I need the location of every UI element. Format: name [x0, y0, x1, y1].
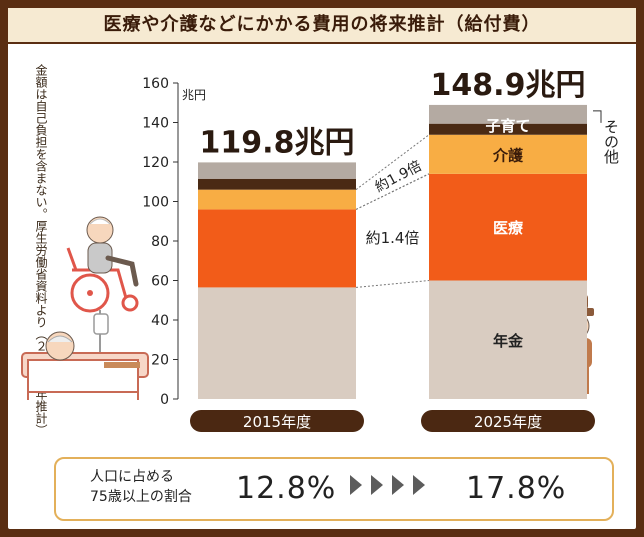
bar-segment-care	[198, 189, 356, 210]
bar-segment-childcare	[429, 123, 587, 135]
category-label: 2015年度	[243, 413, 311, 431]
total-label: 148.9兆円	[431, 68, 586, 103]
bar-segment-pension	[198, 287, 356, 399]
age-ratio-2015: 12.8%	[236, 471, 337, 506]
y-tick-label: 120	[142, 155, 169, 171]
y-unit-label: 兆円	[182, 88, 206, 102]
category-label: 2025年度	[474, 413, 542, 431]
bar-segment-care	[429, 134, 587, 174]
panel: 医療や介護などにかかる費用の将来推計（給付費） 金額は自己負担を含まない。厚生労…	[8, 8, 636, 529]
age-ratio-label-line1: 人口に占める	[90, 469, 174, 485]
y-tick-label: 160	[142, 76, 169, 92]
total-label: 119.8兆円	[200, 125, 355, 160]
title-rule	[8, 42, 636, 44]
arrow-right-icon	[392, 475, 404, 495]
arrows	[350, 475, 434, 499]
axis-group: 0 20 40 60 80 100 120 140 160 兆円	[142, 76, 206, 408]
y-tick-label: 60	[151, 274, 169, 290]
bar-segment-other	[429, 104, 587, 124]
age-ratio-label: 人口に占める 75歳以上の割合	[90, 467, 192, 507]
arrow-right-icon	[413, 475, 425, 495]
growth-connectors	[355, 134, 430, 288]
bar-segment-other	[198, 162, 356, 179]
age-ratio-box: 人口に占める 75歳以上の割合 12.8% 17.8%	[54, 457, 614, 521]
segment-label-childcare: 子育て	[485, 117, 530, 135]
growth-label-medical: 約1.4倍	[366, 229, 420, 247]
segment-label-pension: 年金	[493, 332, 524, 350]
category-pill	[190, 410, 364, 432]
bar-segment-medical	[429, 173, 587, 281]
wheelchair-elderly-icon	[66, 216, 139, 313]
growth-connector-line	[355, 280, 430, 288]
category-pill	[421, 410, 595, 432]
growth-label-care: 約1.9倍	[373, 158, 425, 196]
chart-title: 医療や介護などにかかる費用の将来推計（給付費）	[8, 8, 636, 42]
age-ratio-label-line2: 75歳以上の割合	[90, 489, 192, 505]
y-tick-label: 0	[160, 392, 169, 408]
bar-segment-medical	[198, 209, 356, 288]
bar-segment-childcare	[198, 178, 356, 190]
hospital-bed-icon	[21, 310, 149, 400]
other-bracket	[593, 110, 602, 123]
arrow-right-icon	[371, 475, 383, 495]
stacked-bar-chart: 0 20 40 60 80 100 120 140 160 兆円 119.8兆円 2015年度 148…	[21, 68, 620, 432]
y-tick-label: 40	[151, 313, 169, 329]
growth-connector-line	[355, 173, 430, 210]
segment-label-medical: 医療	[493, 219, 524, 237]
bars-group	[198, 104, 587, 399]
y-tick-label: 20	[151, 353, 169, 369]
bar-segment-pension	[429, 280, 587, 399]
segment-label-care: 介護	[492, 146, 524, 164]
growth-connector-line	[355, 134, 430, 191]
y-tick-label: 140	[142, 116, 169, 132]
other-label: その他	[602, 119, 620, 165]
y-tick-label: 100	[142, 195, 169, 211]
arrow-right-icon	[350, 475, 362, 495]
y-tick-label: 80	[151, 234, 169, 250]
age-ratio-2025: 17.8%	[466, 471, 567, 506]
